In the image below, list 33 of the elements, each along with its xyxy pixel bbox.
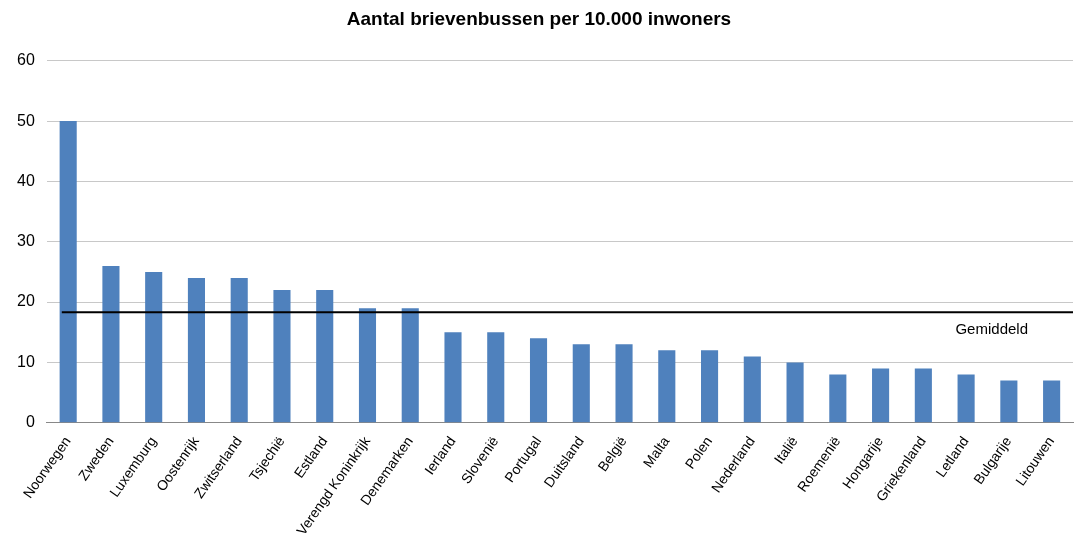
bar (102, 265, 120, 423)
y-tick-label: 0 (25, 413, 35, 431)
bar (829, 374, 847, 423)
bar (358, 308, 377, 423)
y-tick-label: 50 (17, 111, 35, 129)
bar (1043, 380, 1061, 423)
bar (230, 277, 248, 423)
y-tick-label: 10 (17, 352, 35, 370)
bar (316, 290, 334, 423)
bar (273, 290, 291, 423)
bar (487, 332, 505, 423)
ref-line-label: Gemiddeld (955, 319, 1028, 337)
bar (872, 368, 890, 423)
bar (529, 338, 548, 423)
bar (701, 350, 719, 423)
bar (187, 277, 205, 423)
bar (658, 350, 676, 423)
y-tick-label: 30 (17, 232, 35, 250)
bar (743, 356, 761, 423)
bar (1000, 380, 1018, 423)
bar (401, 308, 419, 423)
bar (615, 344, 633, 423)
chart-title: Aantal brievenbussen per 10.000 inwoners (346, 7, 732, 29)
bar (59, 121, 77, 423)
bar (914, 368, 932, 423)
y-tick-label: 20 (17, 292, 35, 310)
bar (444, 332, 462, 423)
bar (572, 344, 590, 423)
y-tick-label: 60 (17, 51, 35, 69)
bar (786, 362, 804, 423)
y-tick-label: 40 (17, 171, 35, 189)
bar (957, 374, 975, 423)
bar (145, 271, 163, 423)
